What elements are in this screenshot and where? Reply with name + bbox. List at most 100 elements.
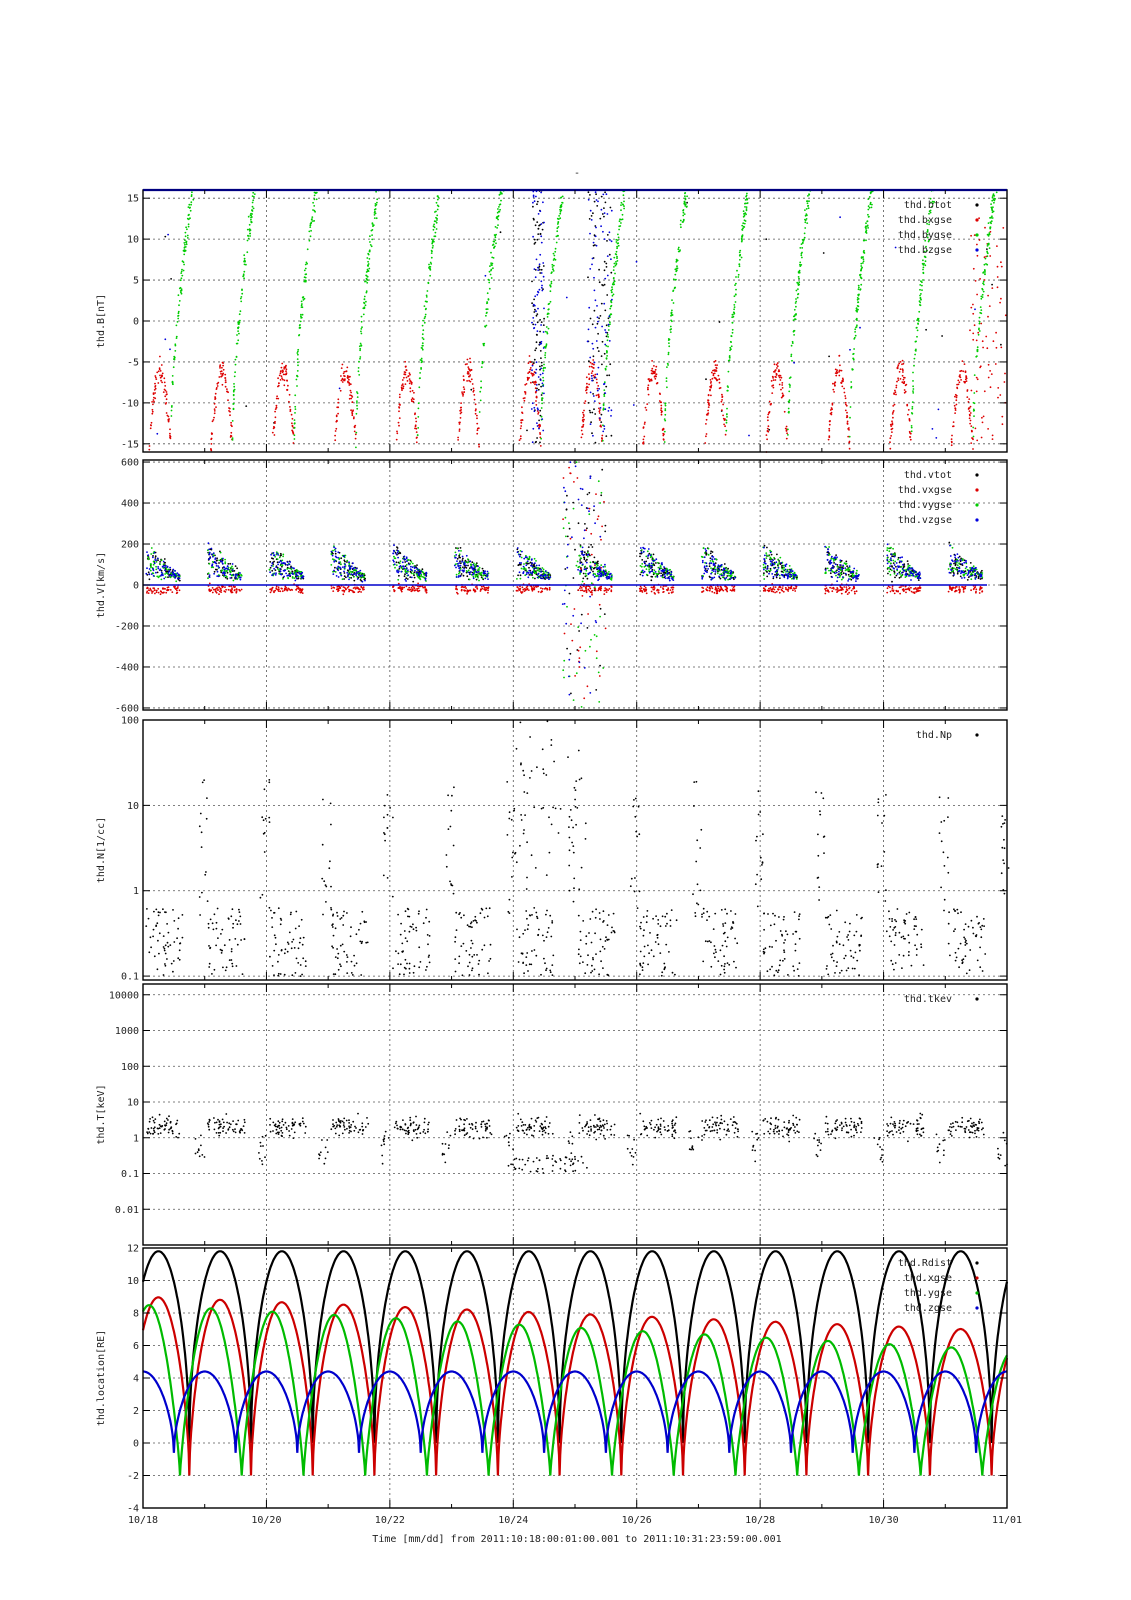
data-point [497, 208, 499, 210]
data-point [541, 399, 543, 402]
data-point [542, 331, 545, 333]
data-point [531, 574, 534, 576]
data-point [178, 300, 181, 302]
data-point [889, 437, 892, 440]
data-point [597, 200, 599, 203]
data-point [604, 277, 607, 280]
data-point [233, 589, 236, 592]
data-point [828, 423, 831, 426]
data-point [978, 217, 980, 220]
data-point [533, 238, 536, 241]
data-point [398, 410, 400, 413]
legend-entry: thd.bygse [898, 230, 952, 241]
data-point [593, 509, 595, 512]
data-point [647, 557, 649, 559]
data-point [435, 210, 437, 213]
data-point [794, 318, 797, 321]
data-point [957, 383, 960, 386]
data-point [862, 262, 864, 264]
data-point [973, 374, 976, 376]
data-point [993, 201, 995, 204]
data-point [409, 380, 412, 382]
data-point [479, 390, 482, 393]
data-point [468, 379, 470, 382]
data-point [243, 277, 246, 280]
data-point [301, 592, 304, 594]
data-point [537, 213, 540, 215]
data-point [620, 204, 622, 207]
data-point [369, 235, 371, 238]
data-point [772, 379, 775, 381]
data-point [398, 424, 400, 427]
data-point [987, 376, 990, 379]
data-point [558, 215, 560, 217]
data-point [283, 384, 286, 387]
data-point [915, 326, 918, 329]
data-point [916, 335, 918, 338]
data-point [416, 434, 419, 436]
data-point [589, 361, 592, 364]
data-point [247, 234, 249, 237]
data-point [211, 587, 214, 589]
data-point [537, 413, 539, 415]
data-point [606, 351, 608, 354]
data-point [924, 239, 927, 242]
data-point [537, 388, 540, 391]
data-point [294, 412, 296, 414]
data-point [912, 388, 915, 390]
data-point [540, 223, 543, 225]
data-point [348, 378, 350, 381]
data-point [287, 587, 290, 590]
data-point [531, 441, 534, 444]
data-point [340, 367, 343, 369]
data-point [365, 280, 367, 282]
data-point [799, 247, 802, 249]
data-point [273, 434, 276, 436]
data-point [542, 265, 545, 267]
data-point [654, 368, 657, 371]
data-point [591, 370, 594, 373]
data-point [777, 370, 780, 373]
data-point [392, 586, 394, 589]
data-point [290, 413, 293, 416]
data-point [684, 195, 686, 198]
data-point [233, 398, 235, 400]
data-point [269, 566, 272, 569]
data-point [221, 366, 223, 369]
data-point [983, 279, 986, 281]
data-point [519, 427, 522, 430]
data-point [783, 410, 786, 413]
data-point [164, 235, 167, 238]
data-point [600, 585, 602, 588]
data-point [549, 290, 552, 293]
data-point [643, 435, 646, 438]
data-point [726, 407, 728, 410]
data-point [310, 229, 312, 232]
data-point [584, 560, 587, 562]
data-point [366, 257, 369, 259]
data-point [831, 402, 834, 405]
data-point [208, 589, 211, 591]
data-point [589, 411, 592, 414]
data-point [231, 587, 233, 590]
data-point [533, 371, 536, 373]
data-point [412, 400, 415, 403]
data-point [468, 369, 471, 371]
data-point [178, 589, 181, 592]
legend-swatch [975, 248, 979, 252]
data-point [793, 308, 796, 311]
data-point [313, 194, 316, 197]
data-point [219, 370, 222, 373]
data-point [424, 313, 427, 316]
data-point [247, 215, 250, 218]
data-point [534, 269, 537, 271]
data-point [851, 368, 854, 370]
data-point [250, 214, 253, 217]
data-point [999, 301, 1001, 304]
data-point [595, 199, 598, 201]
data-point [989, 386, 992, 389]
data-point [791, 340, 794, 343]
data-point [480, 366, 483, 368]
data-point [161, 381, 164, 384]
data-point [185, 240, 188, 243]
